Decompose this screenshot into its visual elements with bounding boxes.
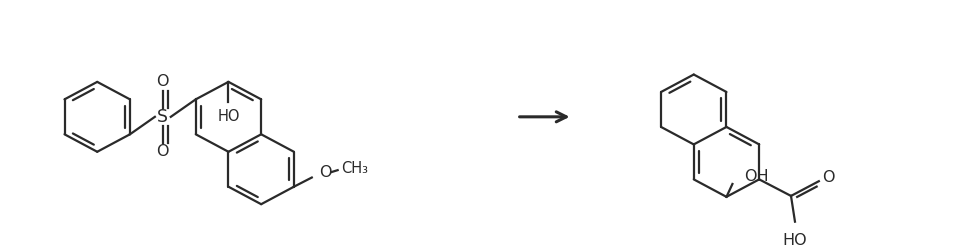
Text: O: O [823,170,835,185]
Text: O: O [156,144,169,159]
Text: CH₃: CH₃ [341,161,368,176]
Text: HO: HO [217,109,240,124]
Text: S: S [157,108,169,126]
Text: O: O [319,165,332,180]
Text: O: O [156,74,169,89]
Text: HO: HO [783,233,807,248]
Text: OH: OH [744,169,769,184]
